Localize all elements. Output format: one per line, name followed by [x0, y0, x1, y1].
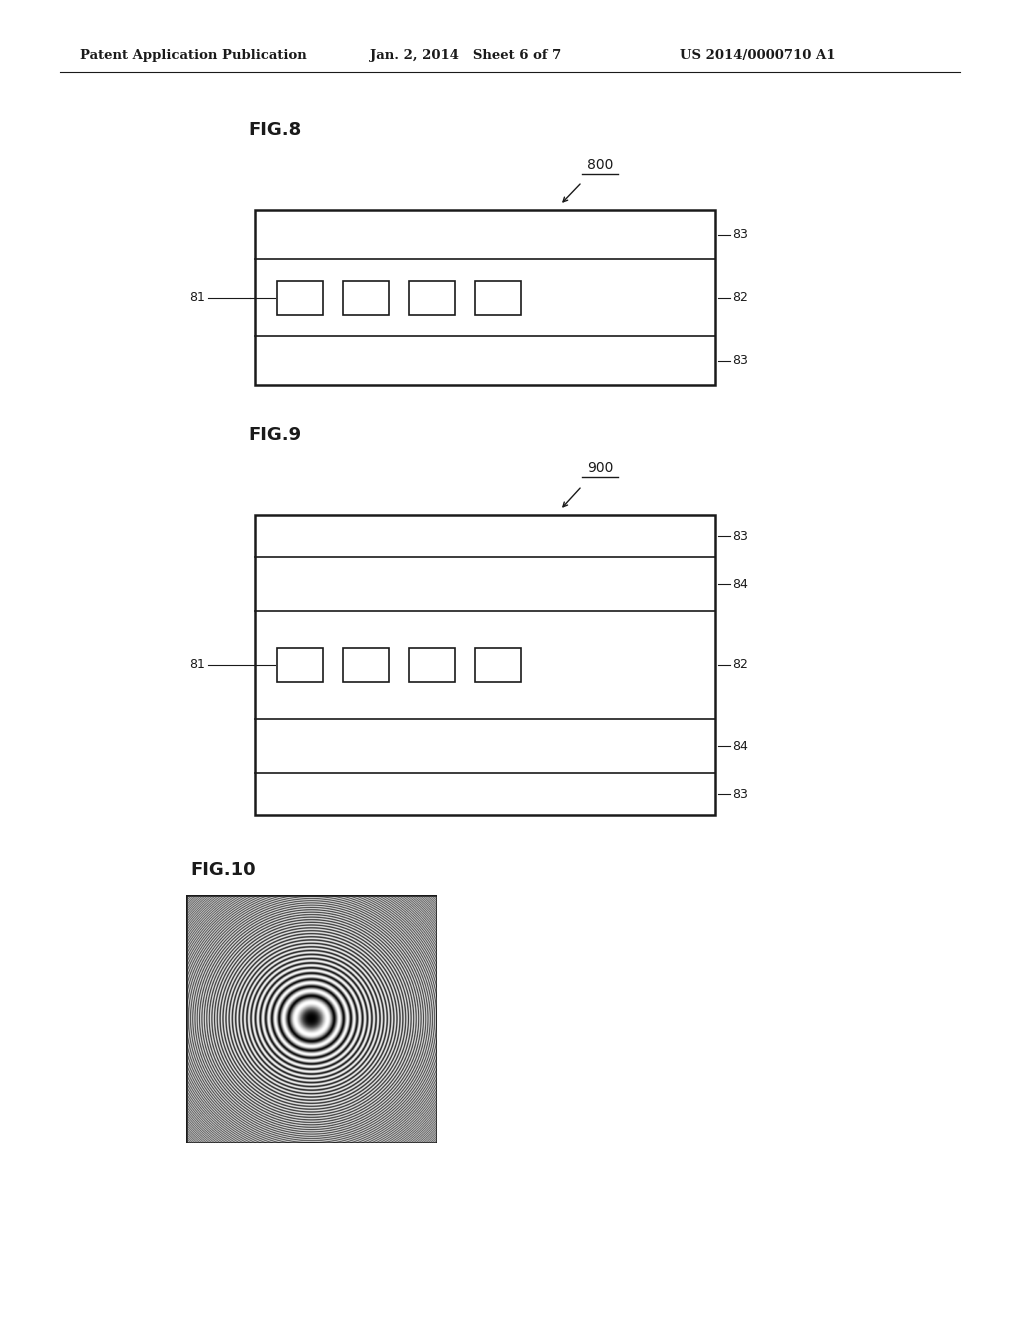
Text: 83: 83 [732, 228, 748, 242]
Bar [475, 281, 521, 314]
Bar [343, 281, 389, 314]
Text: Jan. 2, 2014   Sheet 6 of 7: Jan. 2, 2014 Sheet 6 of 7 [370, 49, 561, 62]
Text: 83: 83 [732, 788, 748, 800]
Text: FIG.8: FIG.8 [248, 121, 301, 139]
Text: 82: 82 [732, 290, 748, 304]
Bar [409, 281, 455, 314]
Text: 83: 83 [732, 354, 748, 367]
Text: FIG.10: FIG.10 [190, 861, 256, 879]
Text: 800: 800 [587, 158, 613, 172]
Text: US 2014/0000710 A1: US 2014/0000710 A1 [680, 49, 836, 62]
Text: 84: 84 [732, 739, 748, 752]
Text: 82: 82 [732, 659, 748, 672]
Text: 83: 83 [732, 529, 748, 543]
Bar [186, 895, 437, 1143]
Text: Patent Application Publication: Patent Application Publication [80, 49, 307, 62]
Text: 81: 81 [189, 659, 205, 672]
Text: 81: 81 [189, 290, 205, 304]
Bar [278, 648, 323, 682]
Bar [255, 210, 715, 385]
Bar [409, 648, 455, 682]
Text: 900: 900 [587, 461, 613, 475]
Bar [343, 648, 389, 682]
Bar [278, 281, 323, 314]
Text: 84: 84 [732, 578, 748, 590]
Bar [475, 648, 521, 682]
Bar [255, 515, 715, 814]
Text: FIG.9: FIG.9 [248, 426, 301, 444]
